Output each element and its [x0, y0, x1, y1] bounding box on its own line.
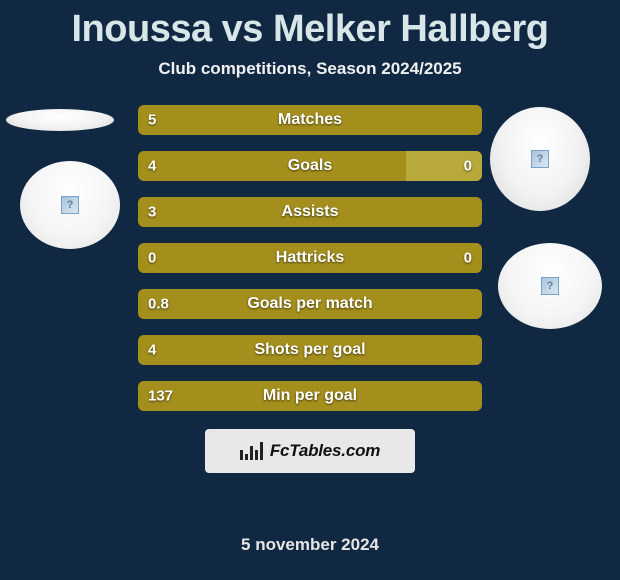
stat-left-value: 4	[148, 158, 156, 175]
stat-label: Matches	[278, 111, 342, 129]
player-left-silhouette	[6, 109, 114, 131]
stat-label: Shots per goal	[254, 341, 365, 359]
fctables-logo: FcTables.com	[205, 429, 415, 473]
stat-left-value: 5	[148, 112, 156, 129]
stat-left-value: 0.8	[148, 296, 169, 313]
stat-label: Hattricks	[276, 249, 344, 267]
chart-icon	[240, 442, 263, 460]
stat-left-value: 0	[148, 250, 156, 267]
stat-row: 3 Assists	[138, 197, 482, 227]
stat-row: 0.8 Goals per match	[138, 289, 482, 319]
stat-row: 0 Hattricks 0	[138, 243, 482, 273]
stat-bars: 5 Matches 4 Goals 0 3 Assists 0 Hattrick…	[138, 105, 482, 427]
stat-label: Min per goal	[263, 387, 357, 405]
stat-label: Goals per match	[247, 295, 372, 313]
stat-left-value: 4	[148, 342, 156, 359]
stat-right-value: 0	[464, 158, 472, 175]
comparison-chart: 5 Matches 4 Goals 0 3 Assists 0 Hattrick…	[0, 87, 620, 517]
date-label: 5 november 2024	[0, 535, 620, 555]
stat-right-value: 0	[464, 250, 472, 267]
stat-row: 137 Min per goal	[138, 381, 482, 411]
image-placeholder-icon	[61, 196, 79, 214]
stat-row: 4 Shots per goal	[138, 335, 482, 365]
logo-text: FcTables.com	[270, 441, 380, 461]
page-title: Inoussa vs Melker Hallberg	[0, 0, 620, 51]
image-placeholder-icon	[541, 277, 559, 295]
stat-label: Goals	[288, 157, 332, 175]
subtitle: Club competitions, Season 2024/2025	[0, 59, 620, 79]
club-right-circle	[498, 243, 602, 329]
stat-left-value: 3	[148, 204, 156, 221]
stat-label: Assists	[282, 203, 339, 221]
stat-left-value: 137	[148, 388, 173, 405]
stat-row: 5 Matches	[138, 105, 482, 135]
club-left-circle	[20, 161, 120, 249]
image-placeholder-icon	[531, 150, 549, 168]
player-right-silhouette	[490, 107, 590, 211]
stat-row: 4 Goals 0	[138, 151, 482, 181]
